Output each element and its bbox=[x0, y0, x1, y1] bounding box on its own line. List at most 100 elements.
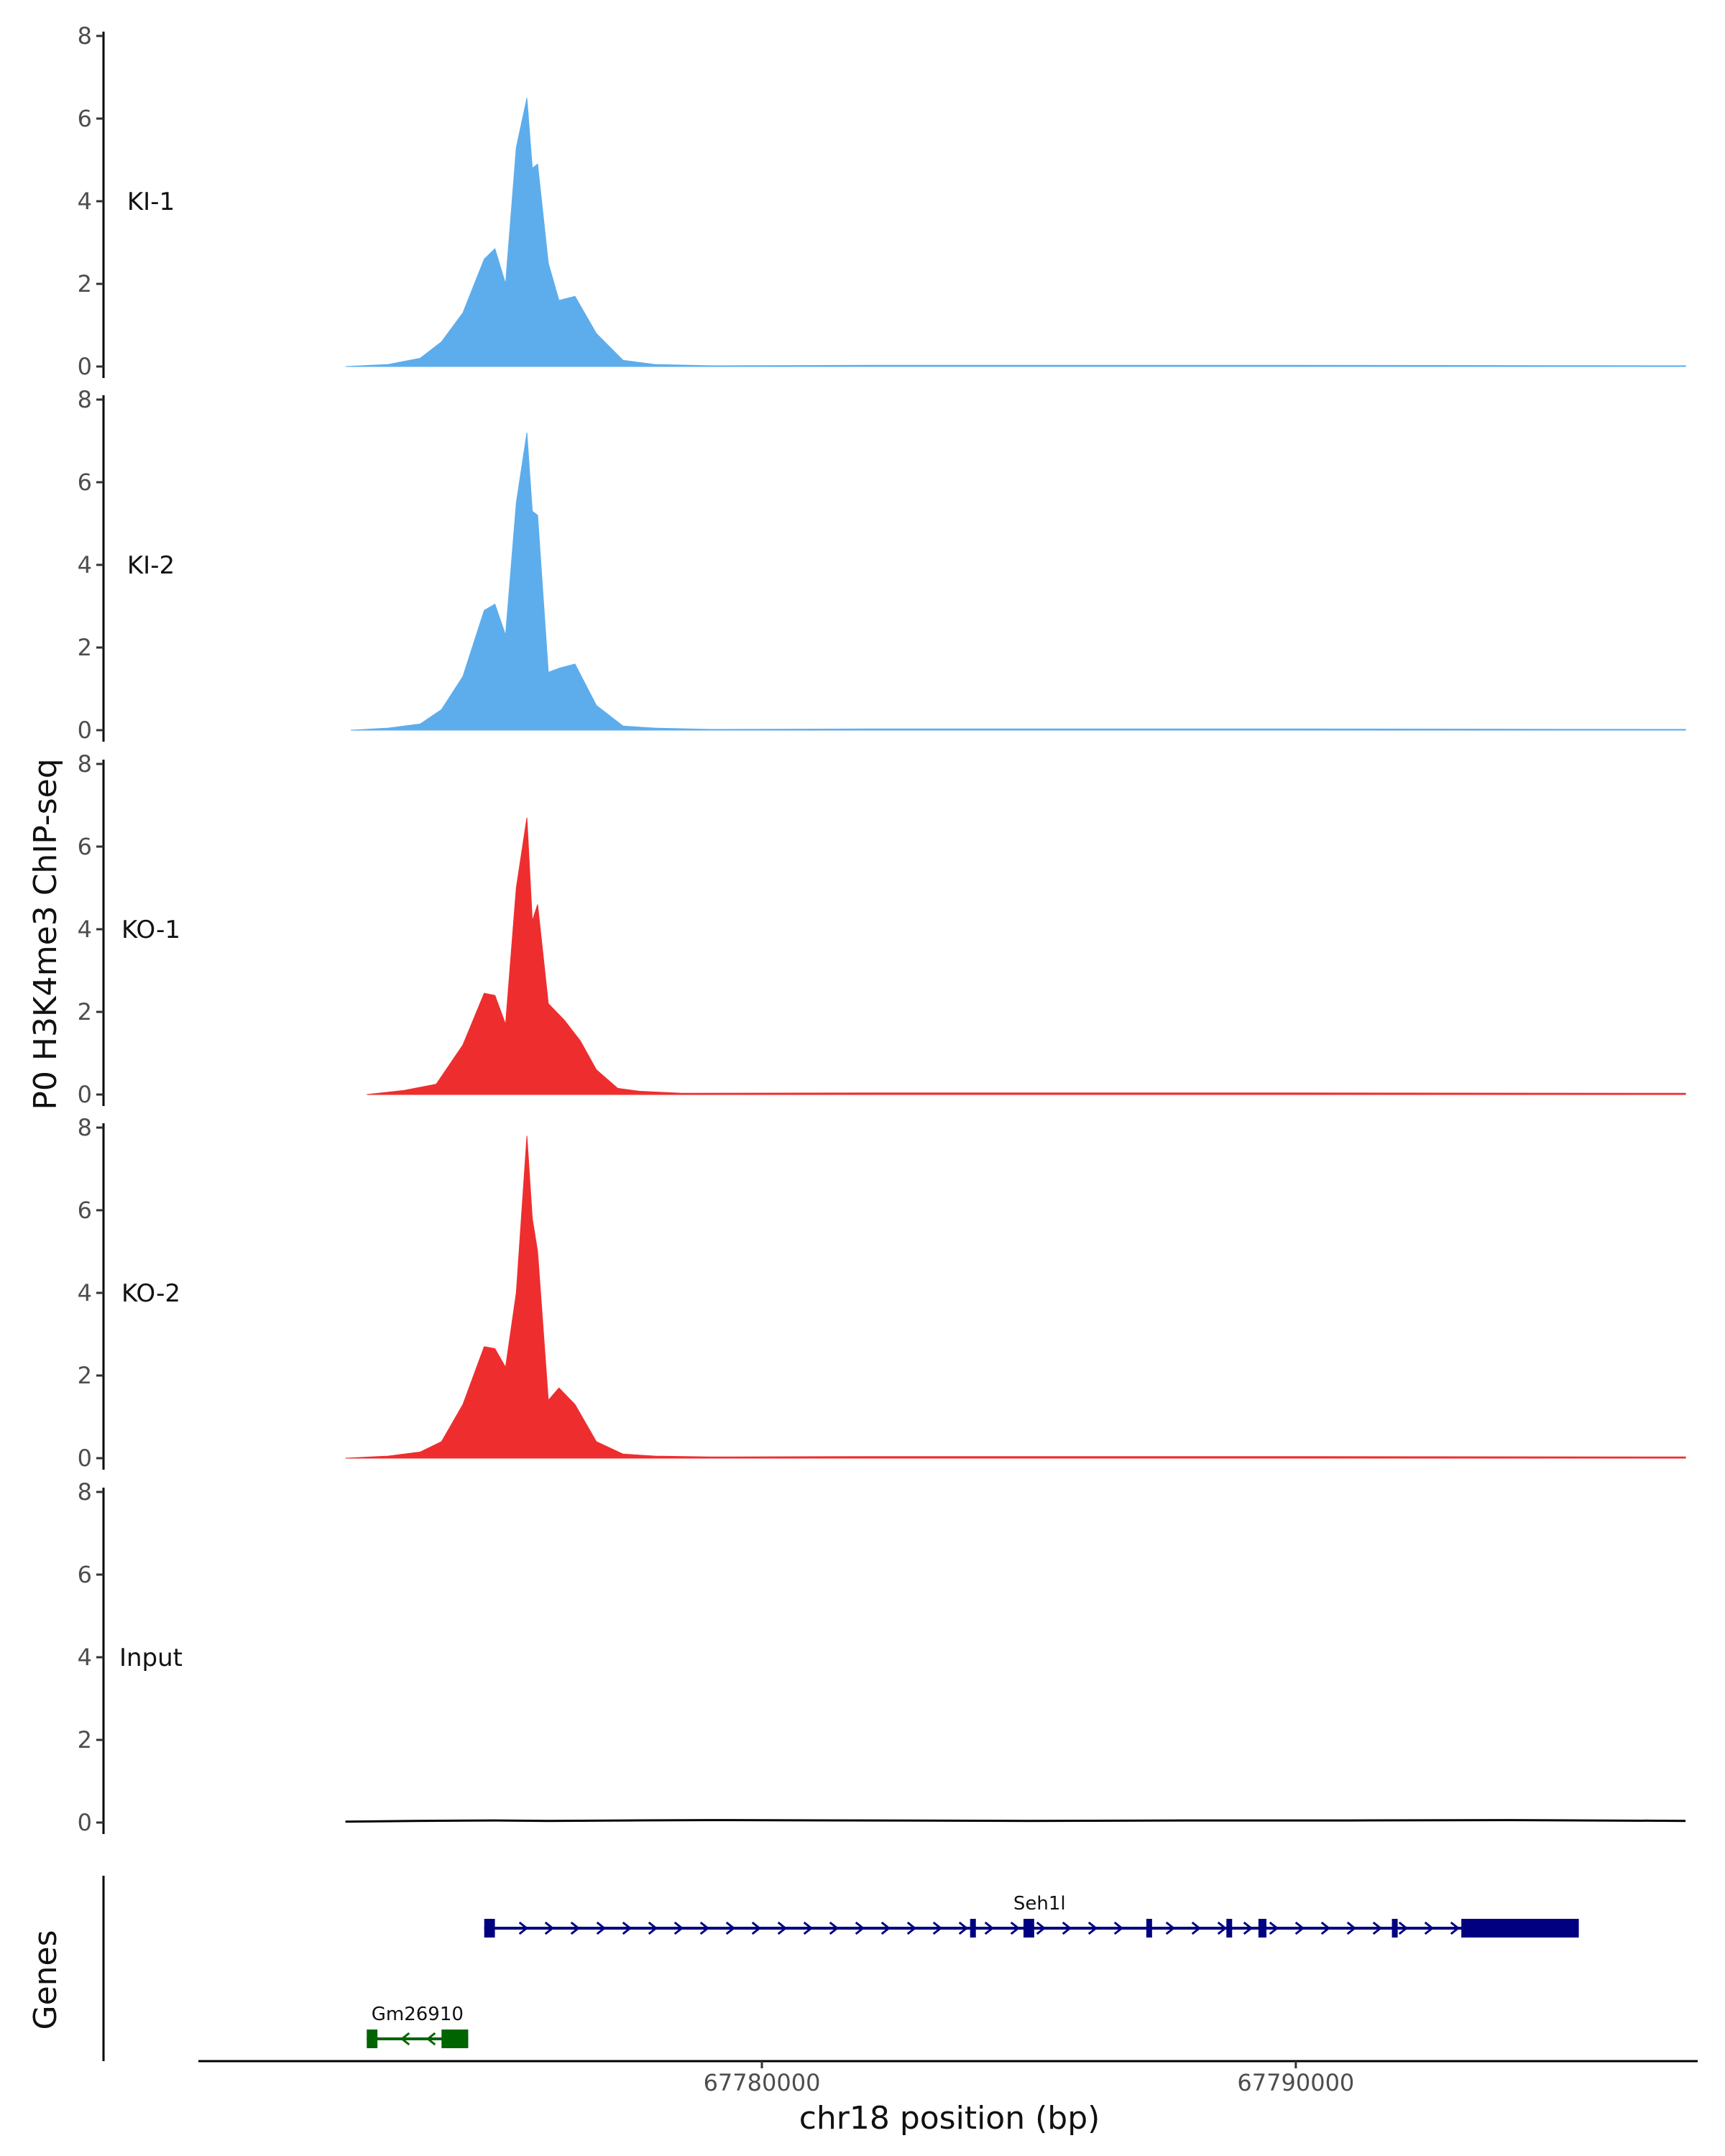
y-tick-label: 0 bbox=[78, 1081, 92, 1108]
strand-arrow bbox=[855, 1921, 865, 1935]
strand-arrow bbox=[518, 1921, 529, 1935]
y-tick-label: 2 bbox=[78, 634, 92, 661]
gene-exon bbox=[1024, 1919, 1034, 1938]
strand-arrow bbox=[1113, 1921, 1124, 1935]
x-axis-title: chr18 position (bp) bbox=[799, 2100, 1100, 2137]
gene-gm26910: Gm26910 bbox=[367, 2004, 469, 2048]
signal-line-input bbox=[345, 1819, 1686, 1823]
y-tick-label: 2 bbox=[78, 998, 92, 1026]
signal-area-ko-1 bbox=[367, 817, 1686, 1095]
genes-axis-title: Genes bbox=[27, 1930, 64, 2030]
gene-label: Gm26910 bbox=[372, 2004, 464, 2025]
strand-arrow bbox=[932, 1921, 943, 1935]
y-tick-label: 8 bbox=[78, 22, 92, 50]
y-tick-label: 4 bbox=[78, 551, 92, 579]
strand-arrow bbox=[648, 1921, 658, 1935]
gene-exon bbox=[1392, 1919, 1398, 1938]
strand-arrow bbox=[1217, 1921, 1228, 1935]
strand-arrow bbox=[984, 1921, 995, 1935]
y-tick-label: 8 bbox=[78, 386, 92, 413]
gene-exon bbox=[970, 1919, 976, 1938]
y-tick-label: 0 bbox=[78, 1445, 92, 1472]
y-tick-label: 8 bbox=[78, 1114, 92, 1141]
track-label: KI-2 bbox=[127, 551, 175, 580]
track-label: KO-1 bbox=[121, 916, 180, 944]
strand-arrow bbox=[751, 1921, 762, 1935]
strand-arrow bbox=[622, 1921, 632, 1935]
y-tick-label: 6 bbox=[78, 1561, 92, 1588]
x-tick-label: 67780000 bbox=[704, 2069, 821, 2096]
strand-arrow bbox=[1372, 1921, 1383, 1935]
strand-arrow bbox=[777, 1921, 788, 1935]
y-tick-label: 2 bbox=[78, 1362, 92, 1389]
y-tick-label: 0 bbox=[78, 1809, 92, 1836]
strand-arrow bbox=[426, 2032, 436, 2046]
strand-arrow bbox=[1191, 1921, 1202, 1935]
strand-arrow bbox=[544, 1921, 555, 1935]
track-panel-ko-2: 0 2 4 6 8 KO-2 bbox=[78, 1114, 1686, 1472]
gene-exon bbox=[1146, 1919, 1152, 1938]
y-tick-label: 8 bbox=[78, 750, 92, 778]
gene-seh1l: Seh1l bbox=[484, 1893, 1579, 1938]
track-panel-ki-2: 0 2 4 6 8 KI-2 bbox=[78, 386, 1686, 744]
gene-exon bbox=[1226, 1919, 1233, 1938]
strand-arrow bbox=[1398, 1921, 1409, 1935]
y-tick-label: 4 bbox=[78, 1279, 92, 1307]
strand-arrow bbox=[725, 1921, 736, 1935]
strand-arrow bbox=[880, 1921, 891, 1935]
y-tick-label: 4 bbox=[78, 188, 92, 215]
strand-arrow bbox=[906, 1921, 917, 1935]
track-label: KI-1 bbox=[127, 188, 175, 216]
y-tick-label: 8 bbox=[78, 1478, 92, 1506]
track-panel-input: 0 2 4 6 8 Input bbox=[78, 1478, 1686, 1836]
track-panel-ki-1: 0 2 4 6 8 KI-1 bbox=[78, 22, 1686, 380]
strand-arrow bbox=[1320, 1921, 1331, 1935]
gene-exon bbox=[1258, 1919, 1266, 1938]
x-axis: 67780000 67790000 bbox=[198, 2060, 1698, 2096]
strand-arrow bbox=[803, 1921, 814, 1935]
y-tick-label: 0 bbox=[78, 353, 92, 380]
gene-exon bbox=[441, 2030, 469, 2048]
gene-annotation-panel: Seh1l Gm26910 bbox=[102, 1876, 1579, 2061]
strand-arrow bbox=[1062, 1921, 1072, 1935]
y-tick-label: 6 bbox=[78, 833, 92, 860]
strand-arrow bbox=[1036, 1921, 1046, 1935]
strand-arrow bbox=[1087, 1921, 1098, 1935]
signal-tracks: 0 2 4 6 8 KI-1 0 2 4 6 8 KI-2 0 2 4 6 8 KO-1 0 2 4 6 8 KO-2 0 2 4 6… bbox=[78, 22, 1686, 1836]
strand-arrow bbox=[596, 1921, 607, 1935]
strand-arrow bbox=[1243, 1921, 1254, 1935]
y-tick-label: 2 bbox=[78, 1726, 92, 1754]
gene-exon bbox=[484, 1919, 495, 1938]
track-panel-ko-1: 0 2 4 6 8 KO-1 bbox=[78, 750, 1686, 1108]
y-tick-label: 6 bbox=[78, 1197, 92, 1224]
x-tick-label: 67790000 bbox=[1237, 2069, 1354, 2096]
signal-area-ko-2 bbox=[345, 1135, 1686, 1459]
strand-arrow bbox=[1424, 1921, 1435, 1935]
y-tick-label: 4 bbox=[78, 916, 92, 943]
signal-area-ki-2 bbox=[350, 432, 1686, 731]
strand-arrow bbox=[829, 1921, 840, 1935]
y-tick-label: 0 bbox=[78, 717, 92, 744]
track-label: Input bbox=[119, 1644, 183, 1672]
strand-arrow bbox=[400, 2032, 410, 2046]
y-tick-label: 6 bbox=[78, 469, 92, 496]
strand-arrow bbox=[1346, 1921, 1357, 1935]
strand-arrow bbox=[1450, 1921, 1460, 1935]
y-tick-label: 4 bbox=[78, 1644, 92, 1671]
strand-arrow bbox=[699, 1921, 710, 1935]
signal-area-ki-1 bbox=[345, 98, 1686, 367]
strand-arrow bbox=[958, 1921, 969, 1935]
track-label: KO-2 bbox=[121, 1279, 180, 1308]
gene-label: Seh1l bbox=[1013, 1893, 1066, 1915]
y-tick-label: 2 bbox=[78, 270, 92, 298]
strand-arrow bbox=[1165, 1921, 1176, 1935]
strand-arrow bbox=[1010, 1921, 1021, 1935]
strand-arrow bbox=[570, 1921, 581, 1935]
strand-arrow bbox=[1294, 1921, 1305, 1935]
y-tick-label: 6 bbox=[78, 105, 92, 132]
y-axis-title: P0 H3K4me3 ChIP-seq bbox=[27, 758, 64, 1110]
strand-arrow bbox=[673, 1921, 684, 1935]
gene-exon bbox=[367, 2030, 378, 2048]
strand-arrow bbox=[1269, 1921, 1279, 1935]
